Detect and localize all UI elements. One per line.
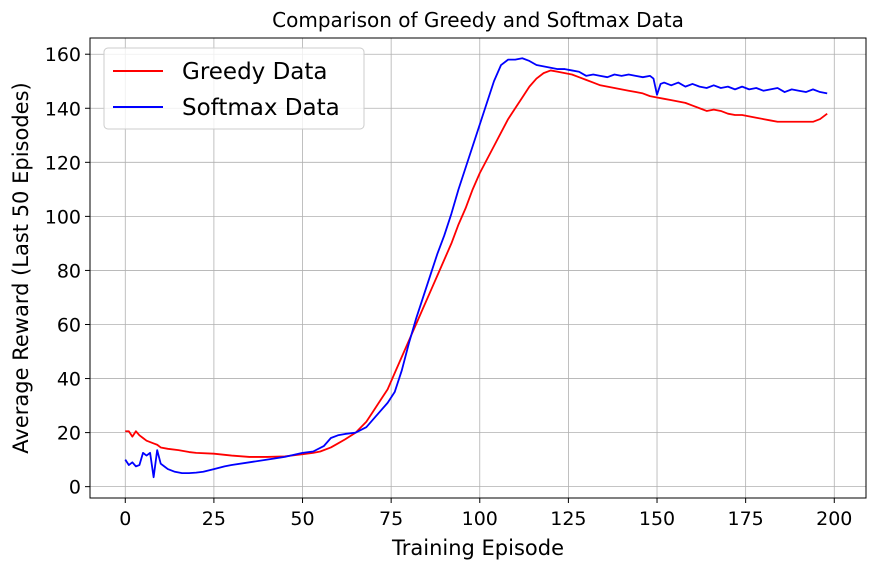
y-tick-label: 80 — [57, 260, 81, 282]
x-tick-label: 100 — [462, 508, 498, 530]
chart-title: Comparison of Greedy and Softmax Data — [272, 8, 684, 32]
plot-frame — [89, 37, 867, 499]
x-tick-label: 125 — [550, 508, 586, 530]
series-line-greedy — [125, 69, 828, 458]
x-axis-ticks: 0 25 50 75 100 125 150 175 200 — [119, 498, 852, 530]
x-tick-label: 175 — [728, 508, 764, 530]
y-tick-label: 20 — [57, 423, 81, 445]
x-tick-label: 0 — [119, 508, 131, 530]
y-tick-label: 140 — [45, 98, 81, 120]
y-tick-label: 40 — [57, 369, 81, 391]
x-tick-label: 200 — [816, 508, 852, 530]
legend-box — [103, 47, 365, 130]
x-tick-label: 150 — [639, 508, 675, 530]
x-axis-label: Training Episode — [391, 536, 564, 560]
legend: Greedy Data Softmax Data — [103, 47, 365, 130]
series-layer — [124, 57, 828, 479]
y-axis-label: Average Reward (Last 50 Episodes) — [9, 82, 33, 453]
x-tick-label: 25 — [202, 508, 226, 530]
y-axis-ticks: 0 20 40 60 80 100 120 140 160 — [45, 44, 90, 499]
legend-label-greedy: Greedy Data — [182, 59, 328, 85]
y-tick-label: 160 — [45, 44, 81, 66]
y-tick-label: 100 — [45, 206, 81, 228]
legend-label-softmax: Softmax Data — [182, 95, 340, 121]
x-tick-label: 75 — [379, 508, 403, 530]
y-tick-label: 60 — [57, 314, 81, 336]
x-tick-label: 50 — [290, 508, 314, 530]
y-tick-label: 0 — [69, 477, 81, 499]
series-line-softmax — [124, 57, 828, 479]
y-tick-label: 120 — [45, 152, 81, 174]
